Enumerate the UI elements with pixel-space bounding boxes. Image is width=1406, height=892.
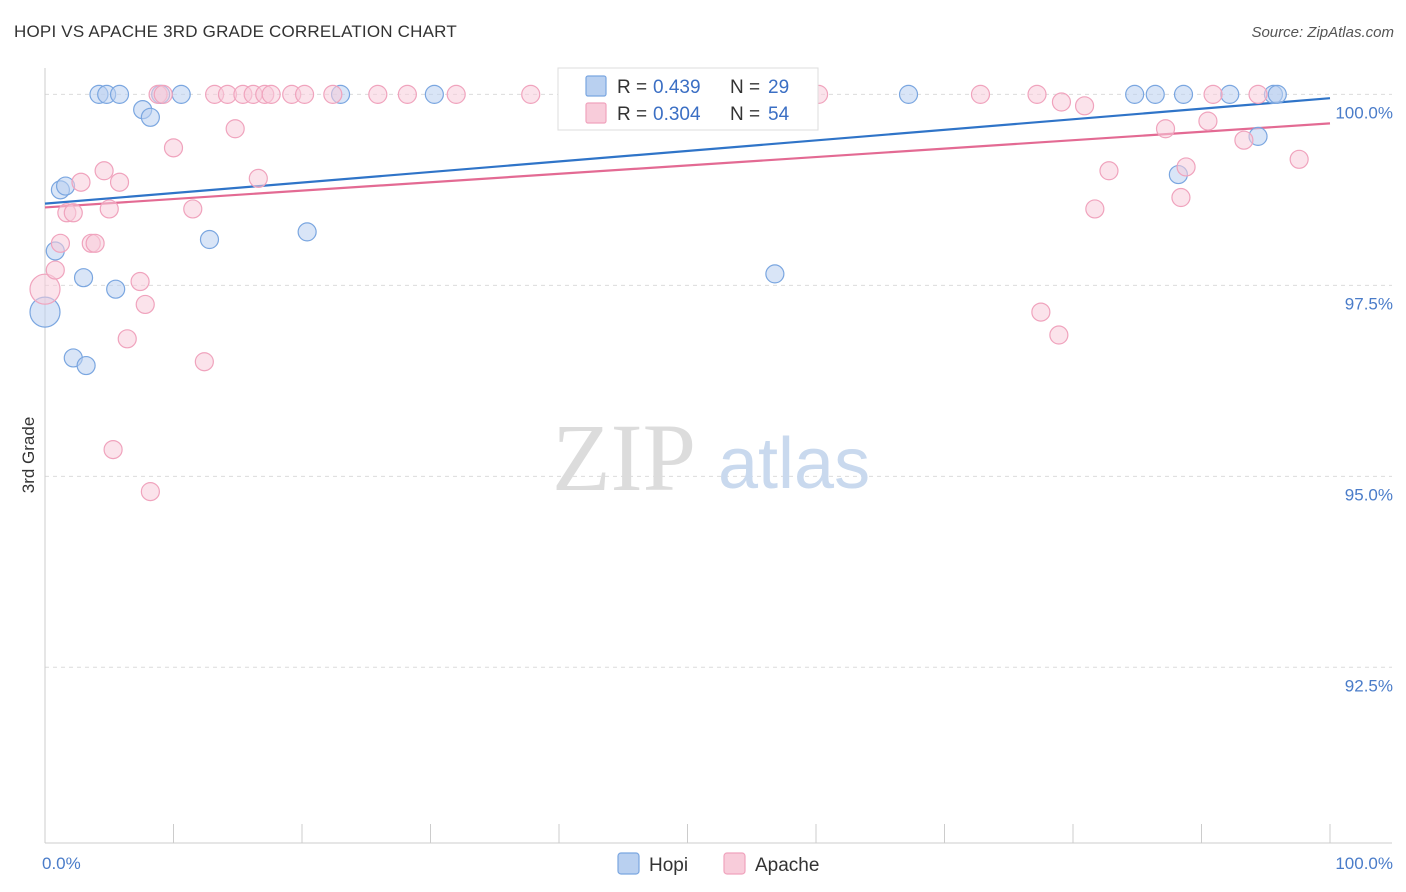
apache-point-1 [45,260,65,280]
apache-point-28 [261,84,281,104]
apache-point-18 [163,138,184,158]
y-tick-labels: 100.0% 97.5% 95.0% 92.5% [1335,103,1393,695]
apache-point-30 [294,84,315,104]
watermark-zip: ZIP [552,404,696,511]
apache-point-39 [1027,84,1047,104]
series-legend: Hopi Apache [617,852,819,876]
legend-r-value-hopi: 0.439 [653,77,701,98]
x-tick-labels: 0.0% 100.0% [42,854,1393,873]
apache-point-15 [140,482,160,502]
y-tick-label-2: 95.0% [1345,485,1393,504]
apache-point-45 [1099,161,1119,181]
apache-point-31 [323,84,343,104]
apache-point-0 [29,273,61,305]
hopi-point-15 [199,229,220,250]
apache-point-4 [63,203,83,223]
data-points [29,84,1309,502]
hopi-point-12 [140,107,160,127]
apache-point-42 [1051,92,1072,112]
apache-point-2 [50,233,71,253]
apache-point-20 [194,352,214,372]
legend-swatch-apache [585,102,607,124]
watermark-atlas: atlas [718,424,870,504]
apache-point-53 [1289,149,1309,169]
apache-point-23 [225,119,245,139]
hopi-point-10 [109,84,130,104]
apache-point-46 [1155,119,1176,139]
legend-n-value-hopi: 29 [768,77,789,98]
apache-point-43 [1074,96,1095,116]
axes [44,68,1392,844]
hopi-point-22 [1145,84,1165,104]
chart-title: HOPI VS APACHE 3RD GRADE CORRELATION CHA… [14,22,457,41]
x-tick-label-0: 0.0% [42,854,81,873]
apache-point-38 [970,84,991,104]
apache-point-13 [130,271,150,292]
apache-point-17 [153,84,173,104]
legend-swatch-hopi [585,75,607,97]
legend-n-label-hopi: N = [730,77,760,98]
hopi-point-16 [297,222,317,242]
x-tick-label-1: 100.0% [1335,854,1393,873]
apache-point-41 [1049,325,1069,345]
hopi-point-28 [1267,84,1287,104]
legend-r-label-apache: R = [617,104,647,125]
apache-point-51 [1234,130,1254,150]
gridlines [45,93,1392,668]
apache-point-8 [94,161,114,181]
apache-point-49 [1198,111,1218,131]
legend-n-label-apache: N = [730,104,760,125]
apache-point-12 [117,329,137,349]
series-label-hopi: Hopi [649,855,688,876]
apache-point-35 [521,84,541,104]
source-label: Source: ZipAtlas.com [1251,24,1394,41]
hopi-point-9 [106,279,126,299]
apache-point-7 [85,233,105,253]
apache-point-47 [1171,187,1191,208]
series-label-apache: Apache [755,855,819,876]
legend-r-value-apache: 0.304 [653,104,701,125]
y-axis-title: 3rd Grade [19,417,38,494]
legend-r-label-hopi: R = [617,77,647,98]
series-swatch-hopi [617,852,640,875]
apache-point-48 [1176,157,1196,177]
hopi-point-5 [73,268,94,288]
y-tick-label-0: 100.0% [1335,103,1393,122]
apache-point-14 [135,294,155,315]
legend-n-value-apache: 54 [768,104,790,125]
apache-point-19 [183,199,203,219]
hopi-point-24 [1173,84,1194,104]
apache-point-34 [446,84,466,104]
hopi-point-25 [1220,84,1240,104]
y-tick-label-1: 97.5% [1345,294,1393,313]
apache-point-33 [397,84,417,104]
y-tick-label-3: 92.5% [1345,676,1393,695]
apache-point-32 [368,84,388,104]
apache-point-50 [1203,84,1223,104]
apache-point-11 [109,172,130,192]
apache-point-10 [103,439,123,460]
hopi-point-19 [765,264,785,284]
apache-point-40 [1031,302,1051,322]
hopi-point-21 [1125,84,1145,104]
apache-point-9 [99,199,119,219]
stats-legend: R = 0.439 N = 29 R = 0.304 N = 54 [557,67,819,131]
hopi-point-6 [76,355,96,376]
apache-point-5 [71,172,91,192]
apache-trend-line [44,122,1331,209]
watermark: ZIP atlas [552,404,870,511]
hopi-point-18 [424,84,444,104]
hopi-point-20 [898,84,919,104]
apache-point-44 [1085,199,1105,219]
hopi-point-14 [171,84,191,104]
series-swatch-apache [723,852,746,875]
apache-point-52 [1248,84,1268,104]
apache-point-26 [248,168,268,189]
